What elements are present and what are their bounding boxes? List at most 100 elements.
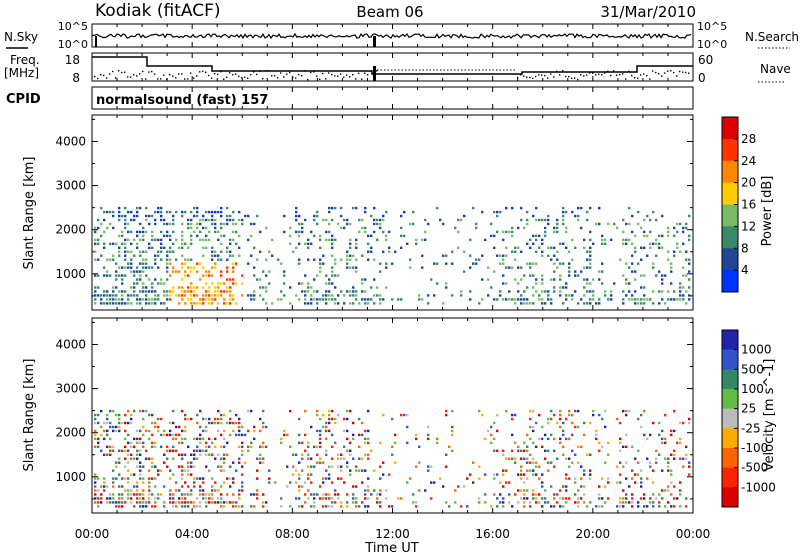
scatter-cell (259, 461, 262, 464)
scatter-cell (142, 234, 145, 238)
scatter-cell (166, 290, 169, 293)
scatter-cell (445, 501, 448, 504)
scatter-cell (433, 294, 436, 297)
scatter-cell (673, 485, 676, 488)
scatter-cell (319, 266, 322, 269)
scatter-cell (562, 286, 565, 289)
scatter-cell (643, 505, 646, 508)
scatter-cell (181, 469, 184, 472)
scatter-cell (565, 230, 568, 234)
scatter-cell (325, 425, 328, 429)
scatter-cell (334, 441, 337, 445)
scatter-cell (118, 290, 121, 293)
scatter-cell (529, 266, 532, 269)
scatter-cell (517, 290, 520, 293)
scatter-cell (514, 457, 517, 460)
scatter-cell (526, 286, 529, 289)
nave-dot (142, 70, 144, 73)
scatter-cell (151, 246, 154, 249)
scatter-cell (526, 242, 529, 246)
nave-dot (586, 74, 588, 76)
scatter-cell (565, 282, 568, 285)
scatter-cell (517, 449, 520, 452)
scatter-cell (166, 433, 169, 437)
scatter-cell (139, 469, 142, 472)
scatter-cell (241, 433, 244, 437)
nave-dot (577, 78, 579, 81)
scatter-cell (331, 298, 334, 301)
scatter-cell (223, 282, 226, 285)
scatter-cell (133, 493, 136, 496)
scatter-cell (343, 481, 346, 484)
scatter-cell (451, 429, 454, 433)
scatter-cell (355, 501, 358, 504)
scatter-cell (295, 206, 298, 210)
scatter-cell (199, 433, 202, 437)
scatter-cell (118, 505, 121, 508)
scatter-cell (238, 429, 241, 433)
scatter-cell (145, 230, 148, 234)
scatter-cell (367, 505, 370, 508)
scatter-cell (562, 445, 565, 449)
scatter-cell (223, 290, 226, 293)
scatter-cell (346, 266, 349, 269)
scatter-cell (181, 222, 184, 226)
scatter-cell (229, 409, 232, 413)
range-tick-label: 2000 (55, 223, 86, 237)
scatter-cell (346, 461, 349, 464)
scatter-cell (118, 266, 121, 269)
scatter-cell (604, 485, 607, 488)
freq-gap-marker (373, 66, 376, 81)
cpid-label: CPID (6, 92, 41, 107)
scatter-cell (364, 302, 367, 305)
colorbar-tick-label: -500 (741, 461, 768, 475)
scatter-cell (307, 441, 310, 445)
range-tick-label: 4000 (55, 337, 86, 351)
scatter-cell (406, 481, 409, 484)
scatter-cell (151, 286, 154, 289)
scatter-cell (370, 214, 373, 218)
scatter-cell (205, 246, 208, 249)
scatter-cell (523, 274, 526, 277)
scatter-cell (562, 433, 565, 437)
scatter-cell (142, 501, 145, 504)
nave-dot (256, 73, 258, 76)
scatter-cell (319, 298, 322, 301)
scatter-cell (142, 409, 145, 413)
scatter-cell (544, 302, 547, 305)
scatter-cell (124, 437, 127, 441)
scatter-cell (310, 298, 313, 301)
scatter-cell (187, 298, 190, 301)
nave-dot (592, 72, 594, 74)
scatter-cell (190, 493, 193, 496)
scatter-cell (628, 238, 631, 242)
scatter-cell (532, 429, 535, 433)
scatter-cell (532, 441, 535, 445)
scatter-cell (337, 302, 340, 305)
scatter-cell (637, 298, 640, 301)
scatter-cell (493, 270, 496, 273)
scatter-cell (223, 222, 226, 226)
scatter-cell (649, 298, 652, 301)
nave-dot (301, 74, 303, 77)
scatter-cell (235, 282, 238, 285)
scatter-cell (304, 449, 307, 452)
scatter-cell (334, 493, 337, 496)
scatter-cell (682, 286, 685, 289)
scatter-cell (466, 505, 469, 508)
scatter-cell (433, 262, 436, 265)
scatter-cell (346, 262, 349, 265)
scatter-cell (340, 226, 343, 230)
scatter-cell (514, 278, 517, 281)
scatter-cell (163, 222, 166, 226)
scatter-cell (370, 286, 373, 289)
scatter-cell (436, 282, 439, 285)
scatter-cell (244, 433, 247, 437)
scatter-cell (139, 473, 142, 476)
scatter-cell (550, 417, 553, 421)
scatter-cell (568, 294, 571, 297)
scatter-cell (565, 457, 568, 460)
scatter-cell (307, 290, 310, 293)
scatter-cell (298, 242, 301, 246)
scatter-cell (205, 453, 208, 456)
